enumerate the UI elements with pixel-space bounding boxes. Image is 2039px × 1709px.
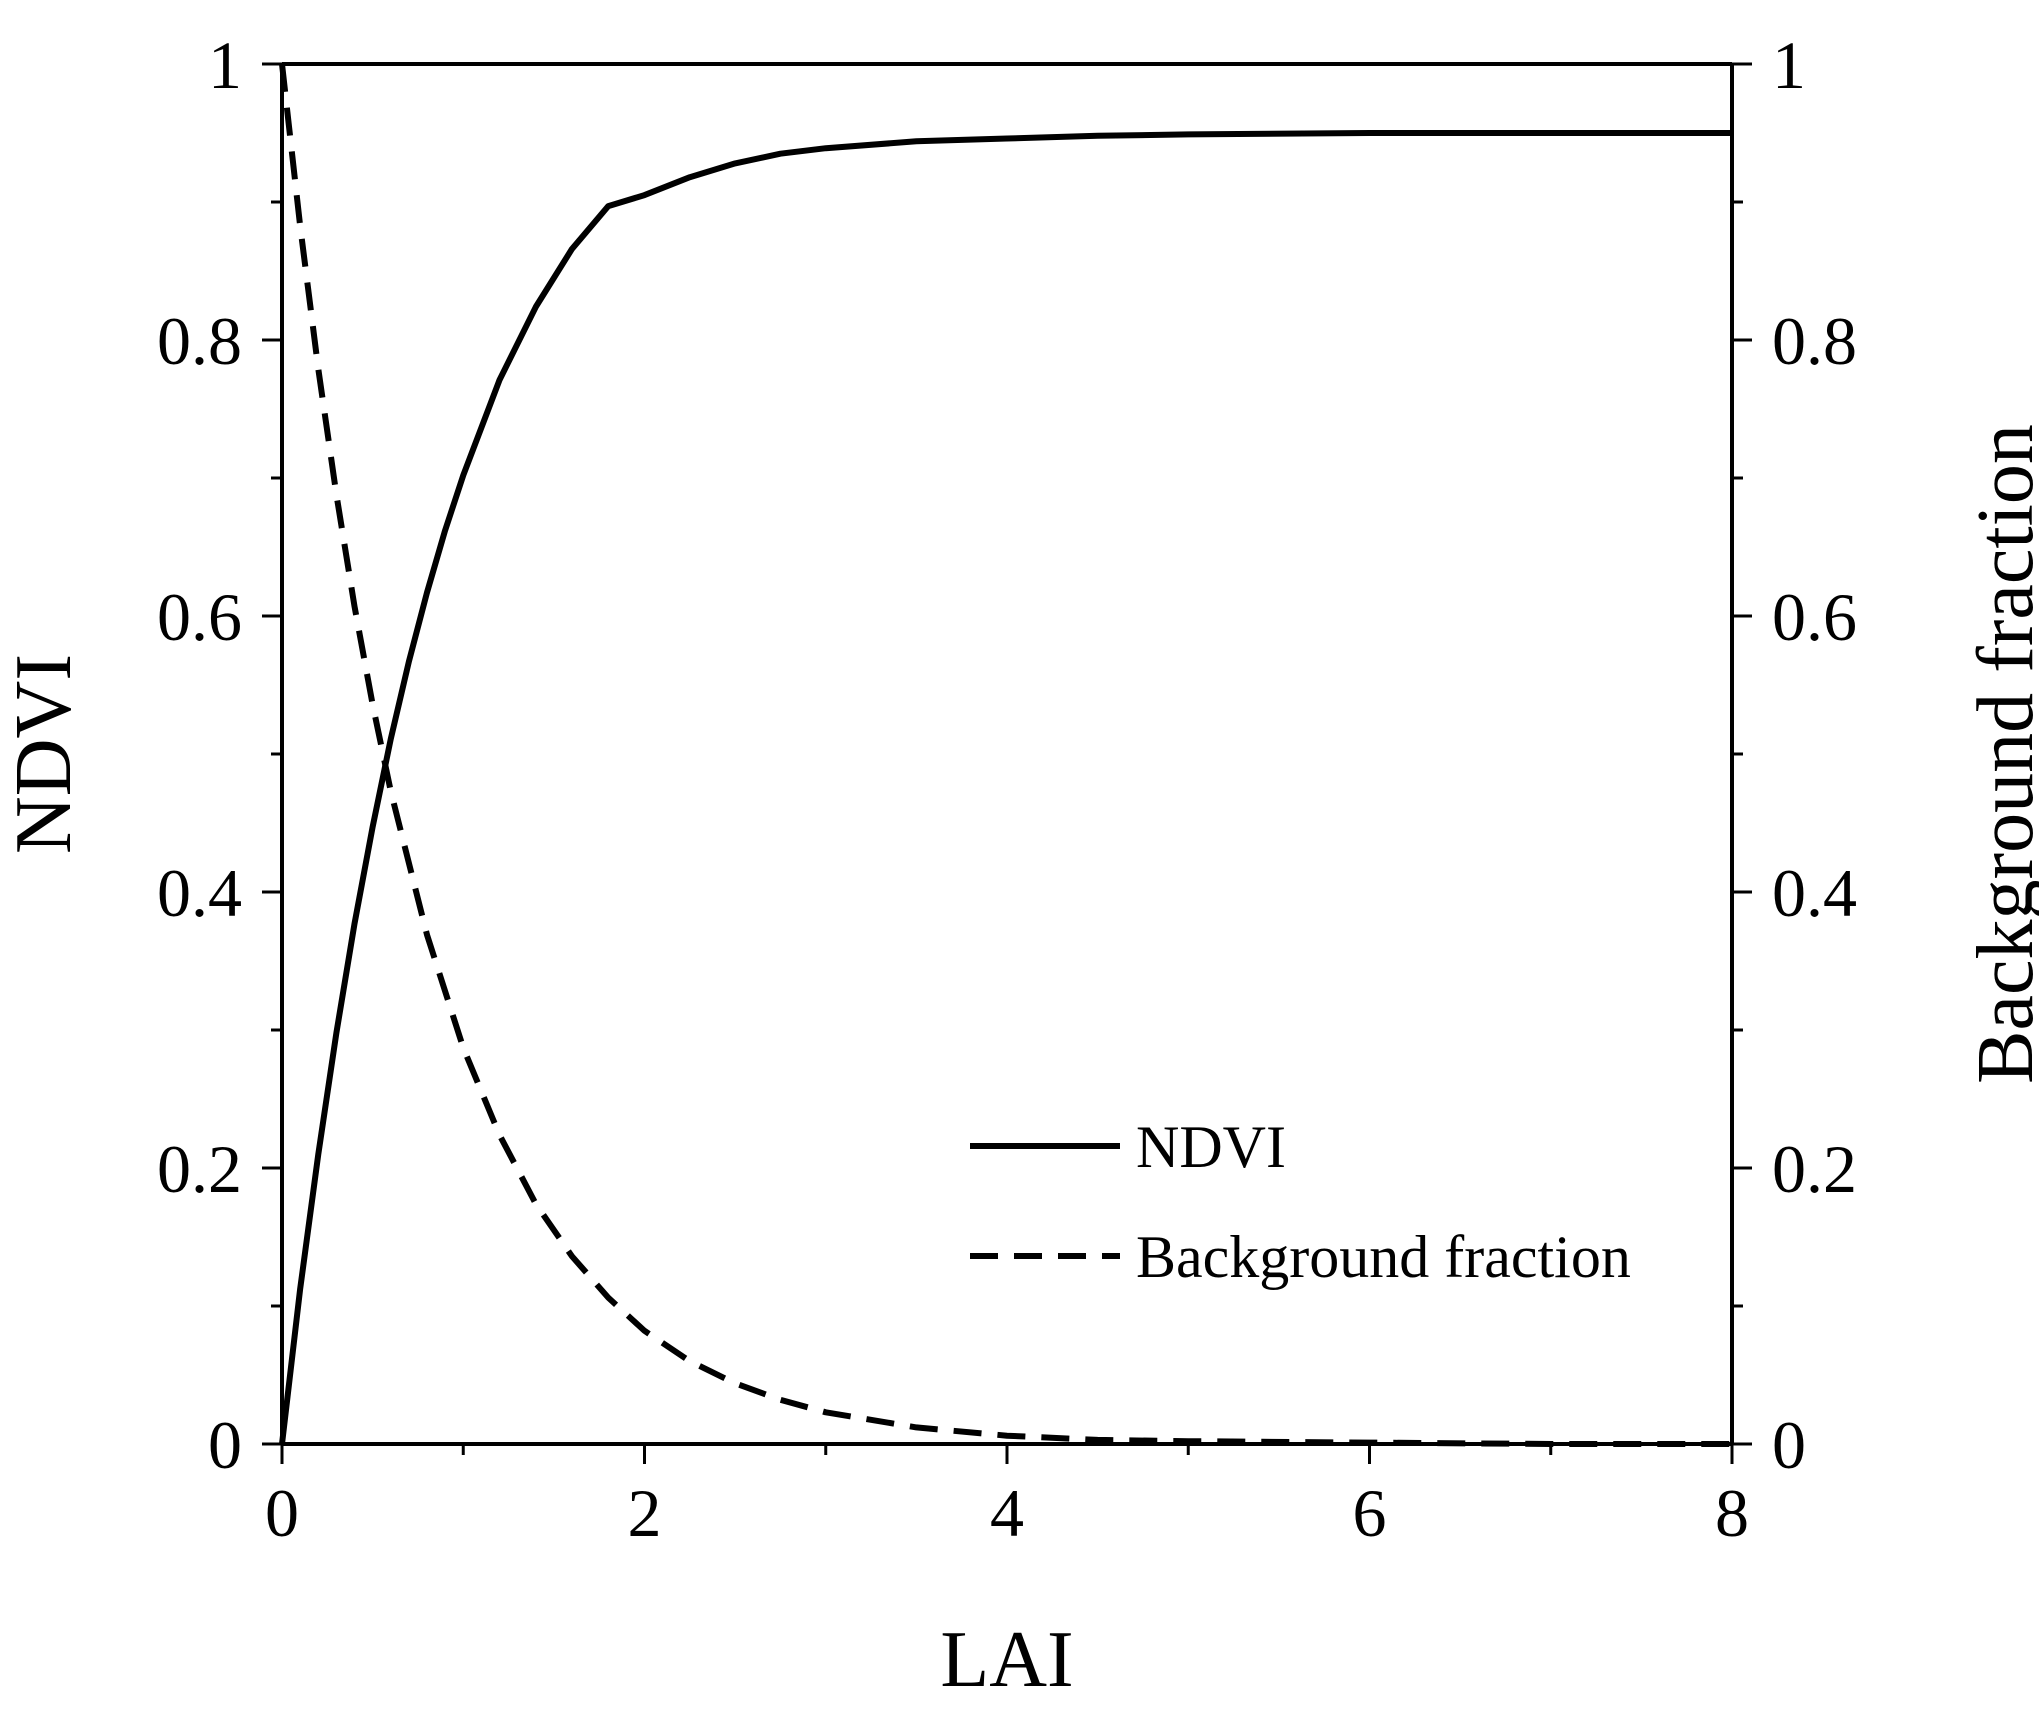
y-axis-title: NDVI bbox=[0, 654, 88, 854]
y2-tick-label: 0.2 bbox=[1772, 1131, 1857, 1207]
y2-tick-label: 0.6 bbox=[1772, 579, 1857, 655]
series-group bbox=[279, 63, 1732, 1447]
x-tick-label: 6 bbox=[1353, 1475, 1387, 1551]
ndvi-line bbox=[279, 130, 1732, 1445]
x-axis-title: LAI bbox=[940, 1616, 1073, 1704]
x-tick-label: 8 bbox=[1715, 1475, 1749, 1551]
y2-tick-label: 0 bbox=[1772, 1407, 1806, 1483]
x-tick-label: 2 bbox=[628, 1475, 662, 1551]
y-tick-label: 1 bbox=[208, 27, 242, 103]
y-tick-label: 0.4 bbox=[157, 855, 242, 931]
legend: NDVI Background fraction bbox=[970, 1114, 1631, 1290]
legend-label: Background fraction bbox=[1136, 1224, 1631, 1290]
x-tick-label: 0 bbox=[265, 1475, 299, 1551]
y2-tick-label: 1 bbox=[1772, 27, 1806, 103]
x-tick-label: 4 bbox=[990, 1475, 1024, 1551]
y2-tick-label: 0.8 bbox=[1772, 303, 1857, 379]
y-tick-label: 0 bbox=[208, 1407, 242, 1483]
legend-label: NDVI bbox=[1136, 1114, 1286, 1180]
y2-axis-title: Background fraction bbox=[1962, 424, 2039, 1084]
y-tick-label: 0.2 bbox=[157, 1131, 242, 1207]
y2-tick-label: 0.4 bbox=[1772, 855, 1857, 931]
y-tick-label: 0.8 bbox=[157, 303, 242, 379]
y-tick-label: 0.6 bbox=[157, 579, 242, 655]
axes-group: 0 2 4 6 800.20.40.60.8100.20.40.60.81LAINDVI… bbox=[0, 27, 2039, 1704]
background-fraction-line bbox=[279, 63, 1732, 1447]
